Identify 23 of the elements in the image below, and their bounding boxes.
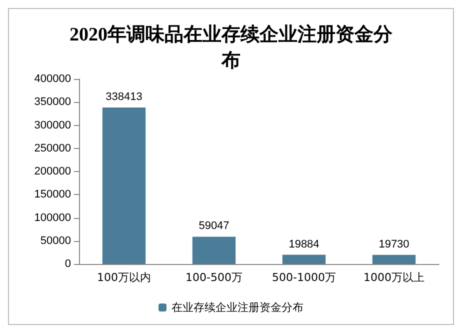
x-tick-label: 100万以内 (97, 271, 151, 284)
y-tick-label: 0 (64, 258, 71, 270)
x-tick-label: 1000万以上 (364, 271, 424, 284)
bar (372, 254, 416, 264)
x-tick-label: 500-1000万 (272, 271, 336, 284)
y-tick-label: 200000 (34, 166, 71, 178)
legend-label: 在业存续企业注册资金分布 (172, 301, 304, 314)
chart-title: 2020年调味品在业存续企业注册资金分布 (70, 24, 394, 72)
bar (192, 236, 236, 264)
bar (282, 254, 326, 264)
data-label: 19884 (288, 238, 320, 250)
y-tick-label: 400000 (34, 73, 71, 85)
y-tick-label: 50000 (40, 234, 71, 247)
y-tick-label: 100000 (34, 212, 71, 224)
y-tick-label: 350000 (34, 96, 71, 108)
y-tick-label: 150000 (34, 188, 71, 201)
data-label: 338413 (106, 90, 142, 103)
bar (102, 107, 146, 264)
x-tick-label: 100-500万 (186, 271, 242, 284)
data-label: 19730 (378, 238, 410, 250)
y-tick-label: 250000 (34, 142, 71, 154)
data-label: 59047 (198, 220, 230, 232)
y-tick-label: 300000 (34, 119, 71, 132)
